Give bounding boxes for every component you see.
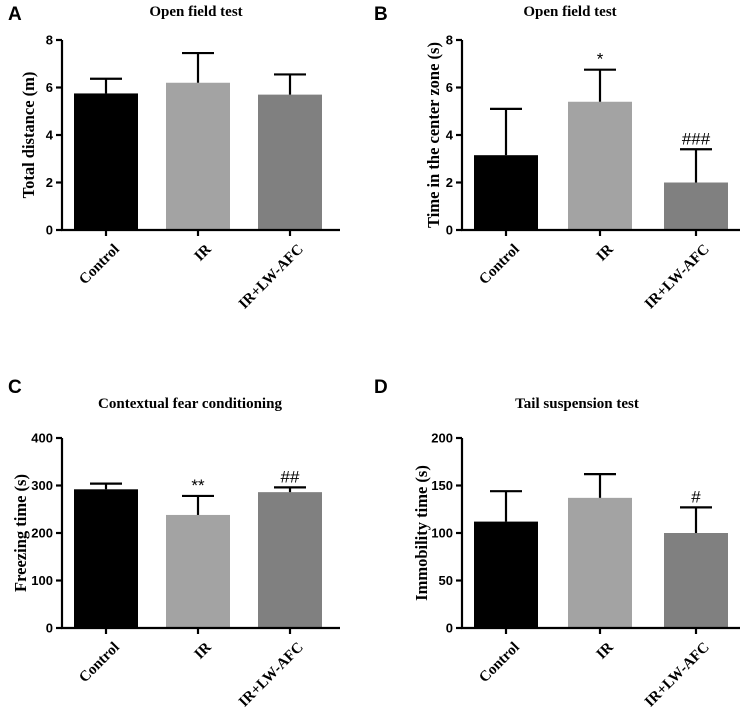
x-tick-label: IR+LW-AFC <box>642 639 713 710</box>
y-tick-label: 400 <box>31 431 53 446</box>
y-tick-label: 2 <box>46 175 53 190</box>
significance-label: ### <box>682 129 711 148</box>
y-tick-label: 150 <box>431 478 453 493</box>
y-tick-label: 0 <box>46 223 53 238</box>
chart-title: Open field test <box>523 4 616 20</box>
y-tick-label: 0 <box>46 621 53 636</box>
y-tick-label: 100 <box>31 573 53 588</box>
y-tick-label: 2 <box>446 175 453 190</box>
chart-panel-a: A Open field test Total distance (m) Contro… <box>8 4 340 312</box>
x-tick-label: Control <box>476 639 522 685</box>
bar-ir-lw-afc <box>664 182 728 230</box>
y-tick-label: 100 <box>431 526 453 541</box>
x-tick-label: IR+LW-AFC <box>236 639 307 710</box>
bar-ir <box>166 82 230 230</box>
chart-panel-d: D Tail suspension test Immobility time (s)… <box>374 377 740 710</box>
chart-title: Contextual fear conditioning <box>98 396 282 412</box>
significance-label: # <box>691 487 701 506</box>
x-tick-label: IR <box>192 639 215 662</box>
x-tick-label: IR <box>594 639 617 662</box>
y-tick-label: 200 <box>31 526 53 541</box>
panel-letter: A <box>8 4 22 25</box>
y-axis-label: Immobility time (s) <box>412 465 431 601</box>
x-tick-label: Control <box>76 241 122 287</box>
bar-control <box>74 93 138 230</box>
y-tick-label: 0 <box>446 621 453 636</box>
bar-ir-lw-afc <box>664 533 728 628</box>
bar-control <box>474 521 538 628</box>
bar-ir-lw-afc <box>258 492 322 628</box>
y-tick-label: 200 <box>431 431 453 446</box>
x-tick-label: IR+LW-AFC <box>642 241 713 312</box>
x-tick-label: IR+LW-AFC <box>236 241 307 312</box>
significance-label: * <box>597 50 604 69</box>
y-tick-label: 6 <box>446 80 453 95</box>
bar-ir <box>568 497 632 628</box>
significance-label: ## <box>281 467 300 486</box>
bar-ir <box>568 101 632 230</box>
y-tick-label: 8 <box>46 33 53 48</box>
x-tick-label: IR <box>594 241 617 264</box>
bar-ir <box>166 514 230 628</box>
y-axis-label: Total distance (m) <box>19 72 38 199</box>
chart-panel-b: B Open field test Time in the center zone … <box>374 4 740 312</box>
x-tick-label: Control <box>76 639 122 685</box>
chart-title: Open field test <box>149 4 242 20</box>
y-axis-label: Freezing time (s) <box>11 474 30 592</box>
x-tick-label: IR <box>192 241 215 264</box>
y-tick-label: 6 <box>46 80 53 95</box>
y-tick-label: 4 <box>446 128 454 143</box>
chart-panel-c: C Contextual fear conditioning Freezing ti… <box>8 377 340 710</box>
bar-control <box>74 489 138 628</box>
panel-letter: D <box>374 377 388 398</box>
x-tick-label: Control <box>476 241 522 287</box>
chart-title: Tail suspension test <box>515 396 639 412</box>
panel-letter: B <box>374 4 388 25</box>
panel-letter: C <box>8 377 22 398</box>
y-tick-label: 8 <box>446 33 453 48</box>
significance-label: ** <box>191 476 205 495</box>
y-tick-label: 4 <box>46 128 54 143</box>
y-tick-label: 0 <box>446 223 453 238</box>
y-tick-label: 50 <box>439 573 453 588</box>
y-tick-label: 300 <box>31 478 53 493</box>
y-axis-label: Time in the center zone (s) <box>424 42 443 228</box>
bar-control <box>474 155 538 230</box>
bar-ir-lw-afc <box>258 94 322 230</box>
